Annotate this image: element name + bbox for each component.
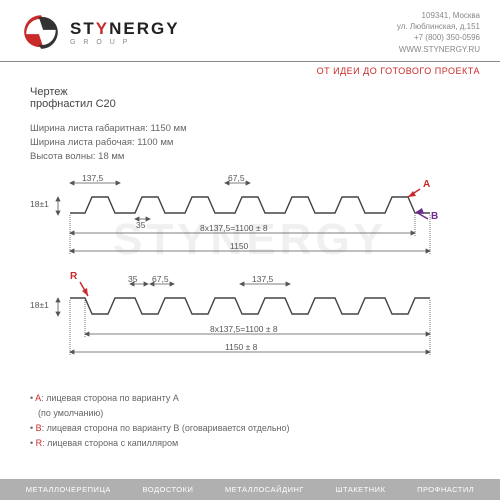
profile-diagram-r: 35 67,5 137,5 18±1 8x137,5=1100 ± 8 1150… xyxy=(30,276,470,371)
brand-name: STYNERGY xyxy=(70,19,180,39)
drawing-title-1: Чертеж xyxy=(30,86,470,98)
dim2-137: 137,5 xyxy=(252,274,273,284)
label-a: A xyxy=(423,179,430,190)
dim2-bot: 1150 ± 8 xyxy=(225,342,257,352)
label-r: R xyxy=(70,271,77,282)
dim-bot: 1150 xyxy=(230,241,248,251)
spec-width-working: Ширина листа рабочая: 1100 мм xyxy=(30,136,470,150)
brand-group: G R O U P xyxy=(70,39,180,46)
tagline: ОТ ИДЕИ ДО ГОТОВОГО ПРОЕКТА xyxy=(317,66,480,76)
drawing-title-2: профнастил С20 xyxy=(30,98,470,110)
footer-item: МЕТАЛЛОЧЕРЕПИЦА xyxy=(26,485,111,494)
legend-a2: (по умолчанию) xyxy=(30,406,470,421)
header: STYNERGY G R O U P 109341, Москва ул. Лю… xyxy=(0,0,500,62)
spec-width-overall: Ширина листа габаритная: 1150 мм xyxy=(30,122,470,136)
dim-137: 137,5 xyxy=(82,173,103,183)
dim2-18: 18±1 xyxy=(30,300,49,310)
footer-item: МЕТАЛЛОСАЙДИНГ xyxy=(225,485,304,494)
contact-addr1: 109341, Москва xyxy=(397,10,480,21)
footer-item: ВОДОСТОКИ xyxy=(143,485,194,494)
label-b: B xyxy=(431,211,438,222)
logo-icon xyxy=(20,11,62,53)
contact-addr2: ул. Люблинская, д.151 xyxy=(397,21,480,32)
legend: • AA: лицевая сторона по варианту А: лиц… xyxy=(0,385,500,458)
profile-diagram-a: 137,5 67,5 18±1 35 8x137,5=1100 ± 8 1150… xyxy=(30,175,470,270)
dim-67: 67,5 xyxy=(228,173,245,183)
dim2-mid: 8x137,5=1100 ± 8 xyxy=(210,324,278,334)
footer-item: ПРОФНАСТИЛ xyxy=(417,485,474,494)
dim2-67: 67,5 xyxy=(152,274,169,284)
contact-block: 109341, Москва ул. Люблинская, д.151 +7 … xyxy=(397,10,480,55)
footer-item: ШТАКЕТНИК xyxy=(336,485,386,494)
dim-18: 18±1 xyxy=(30,199,49,209)
dim-35: 35 xyxy=(136,220,145,230)
dim2-35: 35 xyxy=(128,274,137,284)
contact-phone: +7 (800) 350-0596 xyxy=(397,32,480,43)
spec-wave-height: Высота волны: 18 мм xyxy=(30,150,470,164)
dim-mid: 8x137,5=1100 ± 8 xyxy=(200,223,268,233)
contact-site: WWW.STYNERGY.RU xyxy=(397,44,480,55)
footer-nav: МЕТАЛЛОЧЕРЕПИЦА ВОДОСТОКИ МЕТАЛЛОСАЙДИНГ… xyxy=(0,479,500,500)
